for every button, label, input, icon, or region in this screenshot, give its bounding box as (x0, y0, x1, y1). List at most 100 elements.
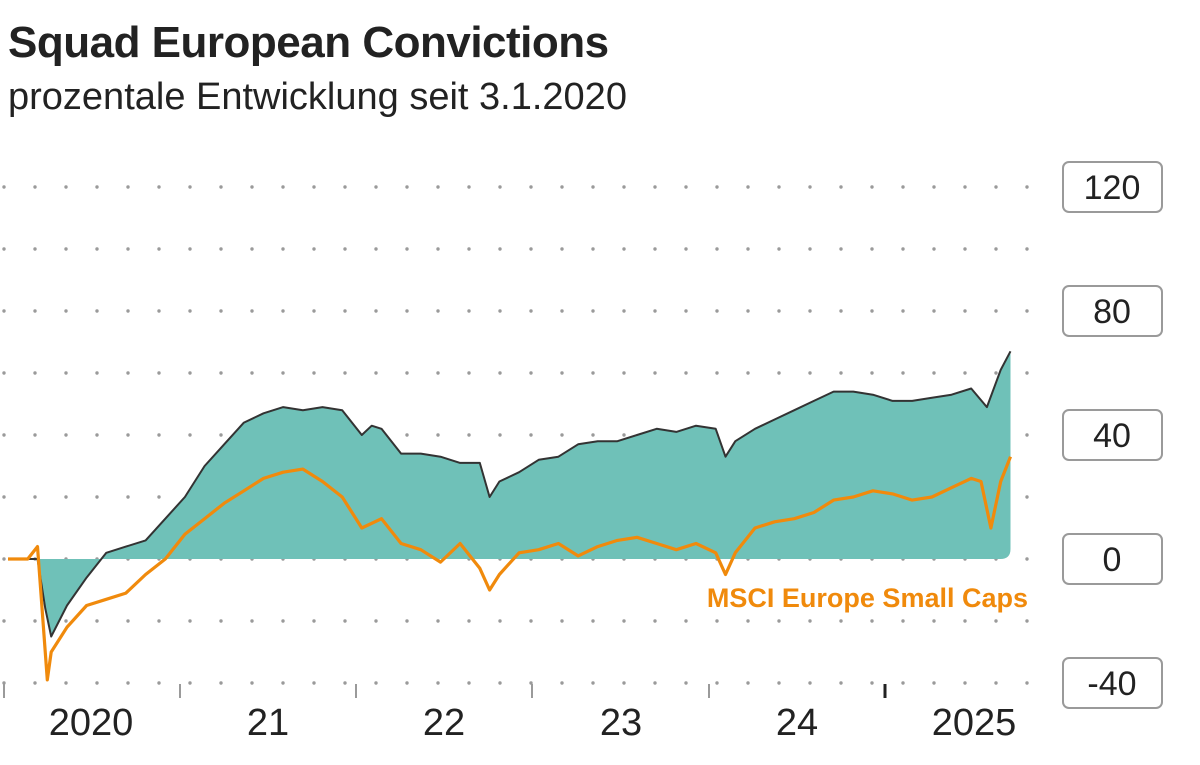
grid-dot (746, 185, 750, 189)
grid-dot (994, 185, 998, 189)
grid-dot (994, 619, 998, 623)
grid-dot (1025, 619, 1029, 623)
grid-dot (157, 619, 161, 623)
grid-dot (281, 681, 285, 685)
grid-dot (715, 309, 719, 313)
grid-dot (64, 371, 68, 375)
grid-dot (529, 619, 533, 623)
grid-dot (622, 185, 626, 189)
grid-dot (219, 185, 223, 189)
grid-dot (529, 247, 533, 251)
grid-dot (250, 681, 254, 685)
grid-dot (343, 309, 347, 313)
grid-dot (901, 619, 905, 623)
grid-dot (219, 371, 223, 375)
grid-dot (808, 371, 812, 375)
grid-dot (932, 681, 936, 685)
grid-dot (157, 247, 161, 251)
grid-dot (64, 495, 68, 499)
grid-dot (498, 681, 502, 685)
grid-dot (994, 681, 998, 685)
grid-dot (467, 433, 471, 437)
grid-dot (33, 185, 37, 189)
grid-dot (467, 619, 471, 623)
grid-dot (436, 619, 440, 623)
grid-dot (653, 619, 657, 623)
grid-dot (653, 371, 657, 375)
grid-dot (157, 309, 161, 313)
grid-dot (405, 681, 409, 685)
grid-dot (64, 619, 68, 623)
grid-dot (188, 433, 192, 437)
index-line (8, 456, 1012, 682)
grid-dot (374, 619, 378, 623)
grid-dot (281, 247, 285, 251)
grid-dot (64, 309, 68, 313)
grid-dot (808, 309, 812, 313)
grid-dot (436, 371, 440, 375)
grid-dot (560, 619, 564, 623)
grid-dot (684, 309, 688, 313)
grid-dot (126, 247, 130, 251)
grid-dot (405, 371, 409, 375)
x-tick-label: 2020 (49, 702, 134, 744)
grid-dot (405, 433, 409, 437)
y-tick-box (1062, 285, 1163, 337)
grid-dot (33, 681, 37, 685)
grid-dot (343, 619, 347, 623)
grid-dot (870, 681, 874, 685)
grid-dot (498, 619, 502, 623)
grid-dot (250, 247, 254, 251)
grid-dot (591, 185, 595, 189)
grid-dot (157, 185, 161, 189)
grid-dot (312, 681, 316, 685)
grid-dot (901, 371, 905, 375)
grid-dot (963, 309, 967, 313)
x-axis: 2020 21 22 23 24 2025 (3, 684, 1016, 744)
y-tick-label: 80 (1093, 293, 1131, 331)
grid-dot (901, 681, 905, 685)
grid-dot (746, 247, 750, 251)
grid-dot (2, 371, 6, 375)
grid-dot (529, 433, 533, 437)
y-tick-label: 120 (1084, 169, 1141, 207)
grid-dot (932, 185, 936, 189)
grid-dot (250, 185, 254, 189)
grid-dot (932, 309, 936, 313)
grid-dot (126, 309, 130, 313)
chart-title: Squad European Convictions (8, 18, 609, 67)
x-tick-label: 24 (776, 702, 818, 744)
grid-dot (870, 309, 874, 313)
grid-dot (994, 371, 998, 375)
grid-dot (529, 681, 533, 685)
grid-dot (157, 681, 161, 685)
grid-dot (808, 619, 812, 623)
grid-dot (591, 247, 595, 251)
grid-dot (374, 185, 378, 189)
grid-dot (622, 619, 626, 623)
grid-dot (188, 371, 192, 375)
y-tick-label: 0 (1103, 541, 1122, 579)
grid-dot (126, 619, 130, 623)
grid-dot (188, 681, 192, 685)
grid-dot (219, 681, 223, 685)
grid-dot (963, 619, 967, 623)
y-tick-box (1062, 657, 1163, 709)
grid-dot (684, 247, 688, 251)
grid-dot (157, 371, 161, 375)
grid-dot (994, 247, 998, 251)
grid-dot (436, 433, 440, 437)
grid-dot (560, 309, 564, 313)
grid-dot (95, 495, 99, 499)
grid-dot (126, 185, 130, 189)
grid-dot (64, 681, 68, 685)
grid-dot (312, 309, 316, 313)
grid-dot (467, 247, 471, 251)
grid-dot (312, 371, 316, 375)
grid-dot (95, 433, 99, 437)
grid-dot (715, 681, 719, 685)
grid-dot (684, 681, 688, 685)
grid-dot (1025, 433, 1029, 437)
grid-dot (746, 681, 750, 685)
grid-dot (467, 681, 471, 685)
